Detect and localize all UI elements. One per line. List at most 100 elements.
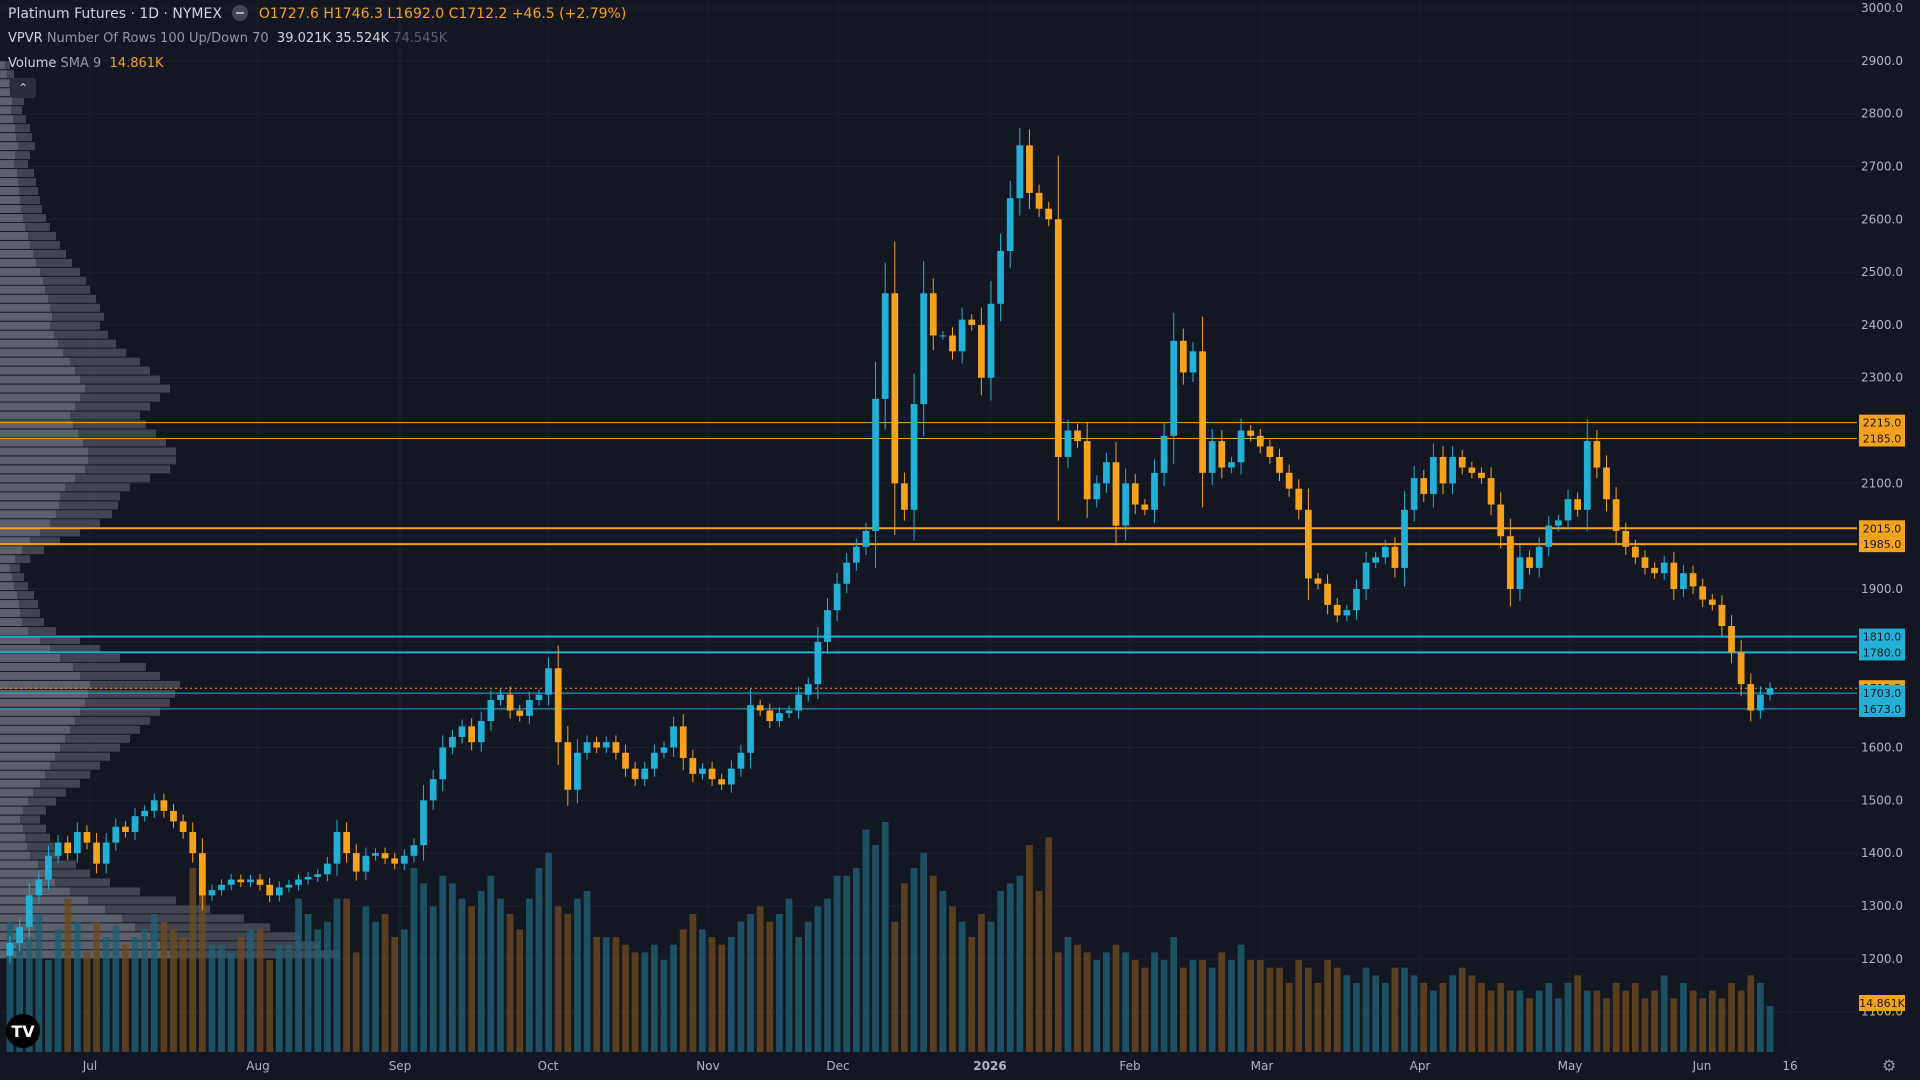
vpvr-row-down: [23, 824, 46, 833]
volume-bar: [324, 921, 331, 1052]
vpvr-row-up: [0, 303, 50, 312]
price-level-tag-bg: [1859, 536, 1905, 553]
volume-bar: [1026, 845, 1033, 1052]
candle-body: [1516, 557, 1524, 590]
candle-body: [372, 853, 379, 856]
volume-bar: [1314, 983, 1322, 1052]
volume-bar: [612, 937, 620, 1052]
volume-bar: [16, 944, 23, 1052]
tradingview-logo-icon[interactable]: TV: [6, 1014, 40, 1048]
candle-body: [1506, 536, 1514, 590]
candle-body: [1766, 688, 1774, 695]
volume-bar: [1641, 998, 1649, 1052]
vpvr-row-down: [63, 348, 126, 357]
volume-bar: [1449, 975, 1456, 1052]
vpvr-row-down: [60, 653, 120, 662]
candle-body: [1660, 562, 1668, 574]
gear-icon[interactable]: ⚙: [1882, 1056, 1897, 1075]
candle-body: [718, 779, 726, 785]
volume-bar: [574, 898, 581, 1052]
vpvr-row-down: [88, 447, 176, 456]
candle-body: [612, 742, 620, 753]
vpvr-row-down: [19, 187, 38, 196]
vpvr-row-up: [0, 609, 20, 618]
time-tick-label: May: [1558, 1059, 1583, 1073]
time-tick-label: 2026: [973, 1059, 1006, 1073]
volume-bar: [631, 952, 639, 1052]
volume-bar: [256, 929, 264, 1052]
volume-bar: [891, 921, 899, 1052]
price-tick-label: 2900.0: [1861, 54, 1903, 68]
candle-body: [1304, 509, 1312, 579]
volume-bar: [1737, 990, 1745, 1052]
volume-bar: [804, 921, 812, 1052]
volume-bar: [1218, 952, 1226, 1052]
volume-bar: [910, 868, 918, 1052]
time-tick-label: Apr: [1410, 1059, 1431, 1073]
price-level-tag: 1780.0: [1859, 644, 1905, 661]
volume-legend[interactable]: Volume SMA 9 14.861K: [8, 56, 164, 71]
vpvr-row-up: [0, 653, 60, 662]
volume-bar: [1131, 960, 1139, 1052]
volume-bar: [1170, 937, 1178, 1052]
vpvr-legend[interactable]: VPVR Number Of Rows 100 Up/Down 70 39.02…: [8, 31, 447, 46]
volume-bar: [747, 914, 754, 1052]
volume-bar: [785, 898, 793, 1052]
vpvr-row-down: [20, 196, 40, 204]
vpvr-row-up: [0, 860, 38, 869]
volume-bar: [400, 929, 408, 1052]
price-level-tag-bg: [1859, 685, 1905, 702]
candle-body: [1074, 430, 1081, 442]
volume-bar: [997, 891, 1004, 1052]
volume-bar: [593, 937, 601, 1052]
candle-body: [198, 853, 206, 896]
candle-body: [256, 879, 264, 885]
vpvr-row-up: [0, 483, 65, 492]
vpvr-row-down: [78, 429, 156, 438]
volume-bar: [1766, 1006, 1774, 1052]
volume-bar: [814, 906, 822, 1052]
candle-body: [593, 742, 601, 748]
price-tick-label: 1500.0: [1861, 793, 1903, 807]
volume-bar: [410, 868, 418, 1052]
candle-body: [1103, 462, 1110, 484]
vpvr-row-up: [0, 716, 75, 725]
candle-body: [314, 874, 322, 877]
candle-body: [189, 832, 197, 854]
volume-bar: [304, 914, 312, 1052]
vpvr-row-down: [28, 797, 56, 806]
candle-body: [631, 768, 639, 780]
time-axis-bg: [0, 1052, 1920, 1080]
vpvr-row-down: [28, 231, 56, 240]
candle-body: [1458, 456, 1466, 468]
vpvr-row-up: [0, 276, 43, 285]
vpvr-row-up: [0, 546, 22, 555]
vpvr-row-up: [0, 240, 30, 249]
vpvr-row-down: [56, 510, 112, 519]
candle-body: [352, 853, 360, 872]
candle-body: [449, 736, 456, 748]
vpvr-row-down: [38, 860, 76, 869]
volume-bar: [1035, 891, 1043, 1052]
vpvr-row-up: [0, 142, 18, 151]
candle-body: [1651, 567, 1658, 574]
settings-icon[interactable]: [232, 5, 249, 21]
vpvr-row-up: [0, 600, 19, 609]
candle-body: [35, 879, 43, 896]
chevron-up-icon[interactable]: ⌃: [10, 78, 36, 98]
vpvr-row-up: [0, 348, 63, 357]
vpvr-row-up: [0, 689, 88, 698]
volume-bar: [718, 944, 726, 1052]
volume-bar: [122, 944, 129, 1052]
volume-bar: [958, 921, 966, 1052]
vpvr-row-down: [14, 582, 28, 591]
candle-body: [1593, 441, 1601, 468]
symbol-title[interactable]: Platinum Futures · 1D · NYMEX: [8, 6, 222, 22]
candle-body: [1141, 504, 1149, 510]
volume-bar: [795, 937, 802, 1052]
candle-body: [6, 942, 14, 956]
volume-bar: [54, 929, 62, 1052]
volume-bar: [699, 929, 706, 1052]
vpvr-name: VPVR: [8, 31, 43, 46]
